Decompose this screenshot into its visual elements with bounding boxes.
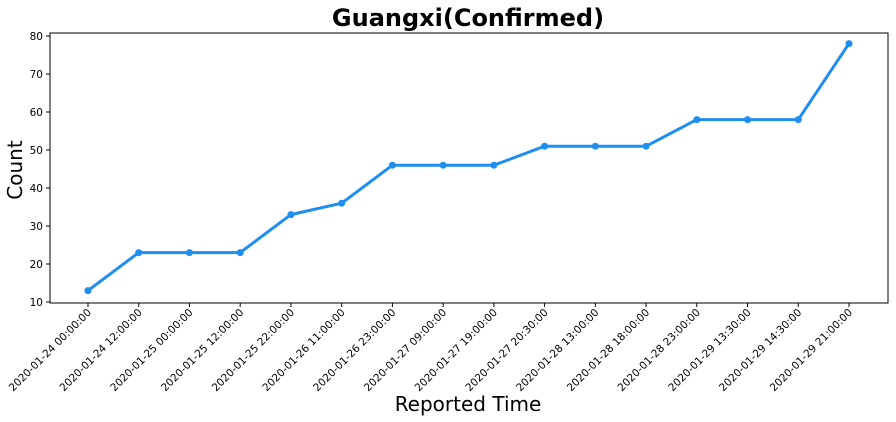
y-tick-label: 10 — [30, 297, 43, 309]
data-point — [84, 287, 92, 295]
series-confirmed — [84, 40, 853, 295]
x-tick-label: 2020-01-27 20:30:00 — [463, 307, 550, 394]
data-point — [490, 161, 498, 169]
x-axis-label: Reported Time — [395, 392, 542, 416]
y-axis: 10 20 30 40 50 60 70 80 — [30, 31, 50, 309]
x-tick-label: 2020-01-28 18:00:00 — [565, 307, 652, 394]
x-tick-label: 2020-01-29 13:30:00 — [666, 307, 753, 394]
data-point — [287, 211, 295, 219]
data-point — [185, 249, 193, 257]
x-tick-label: 2020-01-28 23:00:00 — [616, 307, 703, 394]
y-tick-label: 20 — [30, 259, 43, 271]
y-axis-label: Count — [3, 140, 27, 200]
data-point — [541, 142, 549, 150]
x-tick-label: 2020-01-24 12:00:00 — [58, 307, 145, 394]
x-tick-label: 2020-01-25 00:00:00 — [108, 307, 195, 394]
x-tick-label: 2020-01-25 22:00:00 — [210, 307, 297, 394]
y-tick-label: 70 — [30, 69, 43, 81]
x-tick-label: 2020-01-29 21:00:00 — [768, 307, 855, 394]
x-tick-label: 2020-01-27 19:00:00 — [413, 307, 500, 394]
y-tick-label: 60 — [30, 107, 43, 119]
y-tick-label: 40 — [30, 183, 43, 195]
plot-area-frame — [49, 32, 889, 304]
data-point — [642, 142, 650, 150]
data-point — [236, 249, 244, 257]
x-tick-label: 2020-01-24 00:00:00 — [7, 307, 94, 394]
data-point — [845, 40, 853, 48]
x-tick-label: 2020-01-26 11:00:00 — [260, 307, 347, 394]
x-tick-label: 2020-01-26 23:00:00 — [311, 307, 398, 394]
data-point — [794, 116, 802, 124]
data-point — [693, 116, 701, 124]
chart-title: Guangxi(Confirmed) — [332, 4, 604, 32]
data-point — [591, 142, 599, 150]
data-point — [338, 199, 346, 207]
data-point — [388, 161, 396, 169]
x-tick-label: 2020-01-27 09:00:00 — [362, 307, 449, 394]
data-point — [744, 116, 752, 124]
y-tick-label: 50 — [30, 145, 43, 157]
series-line — [86, 42, 851, 293]
y-tick-label: 30 — [30, 221, 43, 233]
x-tick-label: 2020-01-25 12:00:00 — [159, 307, 246, 394]
y-tick-label: 80 — [30, 31, 43, 43]
x-tick-label: 2020-01-29 14:30:00 — [717, 307, 804, 394]
data-point — [439, 161, 447, 169]
data-point — [135, 249, 143, 257]
x-tick-label: 2020-01-28 13:00:00 — [514, 307, 601, 394]
